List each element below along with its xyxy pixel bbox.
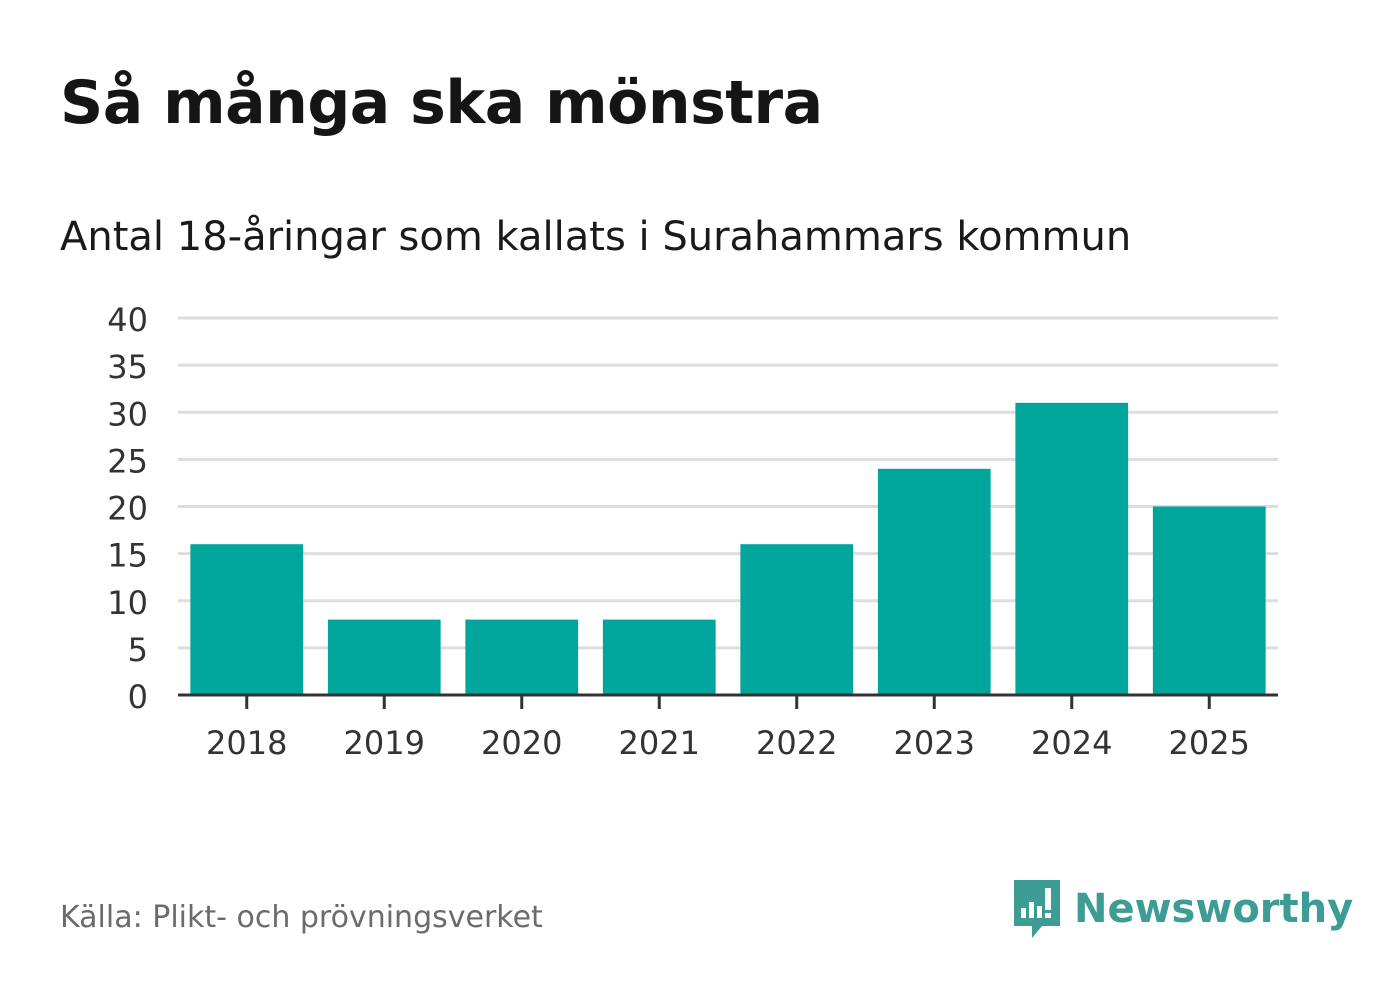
y-tick-label: 5 bbox=[128, 631, 148, 669]
chart-subtitle: Antal 18-åringar som kallats i Surahamma… bbox=[60, 214, 1132, 260]
brand-logo: Newsworthy bbox=[1012, 878, 1353, 940]
x-tick-label: 2022 bbox=[756, 724, 837, 762]
bar-2018 bbox=[190, 544, 304, 695]
y-tick-label: 20 bbox=[107, 490, 148, 528]
x-tick-label: 2018 bbox=[206, 724, 287, 762]
y-tick-label: 30 bbox=[107, 395, 148, 433]
bar-2023 bbox=[877, 468, 991, 695]
source-note: Källa: Plikt- och prövningsverket bbox=[60, 900, 543, 935]
y-tick-label: 0 bbox=[128, 678, 148, 716]
newsworthy-logo-icon bbox=[1014, 880, 1060, 938]
y-tick-label: 10 bbox=[107, 584, 148, 622]
bar-2021 bbox=[602, 619, 716, 695]
bar-2019 bbox=[327, 619, 441, 695]
x-tick-label: 2019 bbox=[344, 724, 425, 762]
bar-2020 bbox=[465, 619, 579, 695]
brand-name: Newsworthy bbox=[1074, 886, 1354, 932]
x-tick-label: 2020 bbox=[481, 724, 562, 762]
bar-2022 bbox=[740, 544, 854, 695]
x-tick-label: 2024 bbox=[1031, 724, 1112, 762]
x-tick-label: 2025 bbox=[1169, 724, 1250, 762]
bar-2025 bbox=[1152, 506, 1266, 695]
y-tick-label: 25 bbox=[107, 442, 148, 480]
bar-2024 bbox=[1015, 402, 1129, 695]
x-tick-label: 2023 bbox=[894, 724, 975, 762]
chart-title: Så många ska mönstra bbox=[60, 68, 823, 138]
x-tick-label: 2021 bbox=[619, 724, 700, 762]
y-tick-label: 40 bbox=[107, 301, 148, 339]
y-tick-label: 15 bbox=[107, 537, 148, 575]
y-tick-label: 35 bbox=[107, 348, 148, 386]
